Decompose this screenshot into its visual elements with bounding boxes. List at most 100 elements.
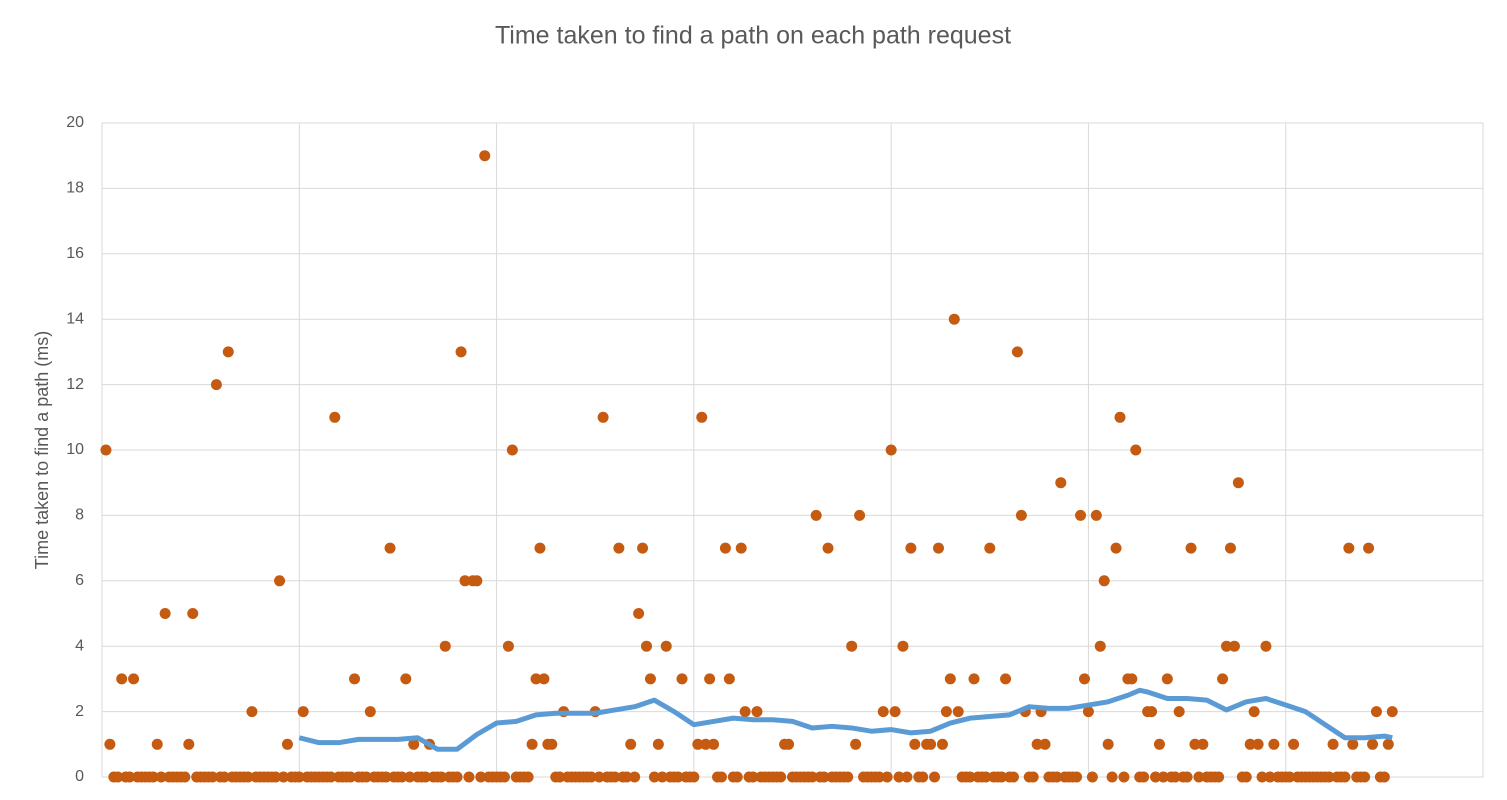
data-point [873,771,885,783]
data-point [475,771,487,783]
data-point [1288,738,1300,750]
data-point [112,771,124,783]
data-point [506,444,518,456]
data-point [739,706,751,718]
data-point [641,640,653,652]
data-point [1189,738,1201,750]
data-point [996,771,1008,783]
data-point [1378,771,1390,783]
data-point [929,771,941,783]
data-point [613,542,625,554]
data-point [1260,640,1272,652]
data-point [325,771,337,783]
data-point [660,640,672,652]
data-point [1359,771,1371,783]
data-point [1370,706,1382,718]
data-point [187,608,199,619]
data-point [1252,738,1264,750]
data-point [842,771,854,783]
data-point [629,771,641,783]
data-point [723,673,735,685]
data-point [1082,706,1094,718]
y-tick-label: 6 [75,572,84,589]
data-point [522,771,534,783]
data-point [1386,706,1398,718]
data-point [1114,411,1126,423]
data-point [1015,509,1027,521]
data-point [364,706,376,718]
data-point [984,542,996,554]
data-point [435,771,447,783]
data-point [183,738,195,750]
data-point [1153,738,1165,750]
data-point [1232,477,1244,489]
data-point [688,771,700,783]
data-point [648,771,660,783]
data-point [1169,771,1181,783]
data-point [396,771,408,783]
data-point [806,771,818,783]
data-point [297,706,309,718]
data-point [948,313,960,325]
trend-line [298,687,1393,752]
data-point [1367,738,1379,750]
data-point [940,706,952,718]
data-point [384,542,396,554]
data-point [159,608,171,619]
data-point [1055,477,1067,489]
data-point [538,673,550,685]
data-point [1173,706,1185,718]
data-point [179,771,191,783]
y-tick-label: 20 [66,114,84,131]
data-point [345,771,357,783]
data-point [534,542,546,554]
data-point [751,706,763,718]
data-point [715,771,727,783]
data-point [850,738,862,750]
data-point [349,673,361,685]
data-point [554,771,566,783]
data-point [1343,542,1355,554]
data-point [968,673,980,685]
y-tick-label: 10 [66,441,84,458]
data-point [1000,673,1012,685]
data-point [1090,509,1102,521]
data-point [952,706,964,718]
data-point [463,771,475,783]
data-point [1078,673,1090,685]
data-point [1011,346,1023,358]
data-point [1146,706,1158,718]
data-point [905,542,917,554]
data-point [100,444,112,456]
data-point [1185,542,1197,554]
data-point [281,738,293,750]
data-point [696,411,708,423]
data-point [708,738,720,750]
data-point [1363,542,1375,554]
data-point [672,771,684,783]
data-point [692,738,704,750]
data-point [1228,640,1240,652]
data-point [329,411,341,423]
data-point [360,771,372,783]
data-point [1221,640,1233,652]
data-point [471,575,483,587]
data-point [459,575,471,587]
data-point [1193,771,1205,783]
data-point [293,771,305,783]
data-point [735,542,747,554]
data-point [1339,771,1351,783]
data-point [1118,771,1130,783]
data-point [1126,673,1138,685]
y-tick-label: 8 [75,507,84,524]
data-point [147,771,159,783]
data-point [1138,771,1150,783]
data-point [246,706,258,718]
data-point [210,379,222,391]
data-point [420,771,432,783]
data-point [408,738,420,750]
data-point [1007,771,1019,783]
data-point [1284,771,1296,783]
